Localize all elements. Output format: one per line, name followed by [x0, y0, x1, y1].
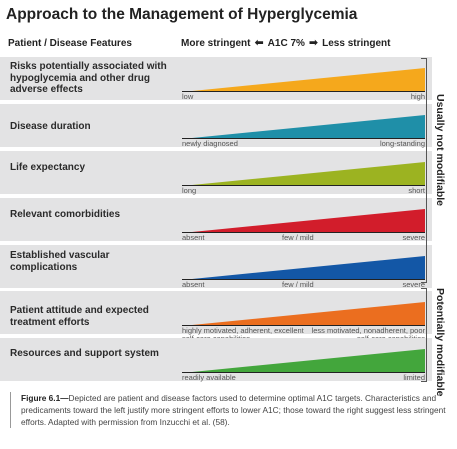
wedge-shape: [182, 349, 425, 373]
feature-row: Life expectancy long short: [0, 151, 432, 194]
wedge-shape: [182, 209, 425, 233]
wedge-left-label: low: [182, 92, 194, 101]
wedge-right-label: short: [408, 186, 425, 195]
header-a1c: A1C 7%: [267, 38, 305, 49]
feature-row: Patient attitude and expected treatment …: [0, 291, 432, 342]
feature-row: Risks potentially associated with hypogl…: [0, 57, 432, 100]
feature-row: Disease duration newly diagnosed long-stan…: [0, 104, 432, 147]
feature-row: Resources and support system readily avai…: [0, 338, 432, 381]
header-more-stringent: More stringent: [181, 38, 251, 49]
wedge-left-label: long: [182, 186, 197, 195]
wedge-shape: [182, 302, 425, 326]
gradient-wedge: [182, 349, 425, 373]
feature-row: Relevant comorbidities absent few / mild se…: [0, 198, 432, 241]
row-label: Risks potentially associated with hypogl…: [10, 61, 167, 95]
arrow-left-icon: ⬅: [254, 37, 264, 49]
header-features: Patient / Disease Features: [8, 38, 132, 49]
gradient-wedge: [182, 115, 425, 139]
row-label: Established vascular complications: [10, 250, 110, 273]
gradient-wedge: [182, 68, 425, 92]
wedge-right-label: severe: [402, 280, 425, 289]
row-label: Resources and support system: [10, 348, 159, 359]
gradient-wedge: [182, 162, 425, 186]
wedge-left-label: absent: [182, 280, 205, 289]
row-label: Life expectancy: [10, 162, 86, 173]
gradient-wedge: [182, 302, 425, 326]
header-less-stringent: Less stringent: [322, 38, 391, 49]
wedge-right-label: high: [410, 92, 425, 101]
caption-prefix: Figure 6.1—: [21, 393, 69, 403]
gradient-wedge: [182, 209, 425, 233]
wedge-left-label: absent: [182, 233, 205, 242]
bracket-bottom: [426, 288, 427, 382]
bracket-top: [426, 58, 427, 283]
arrow-right-icon: ➡: [308, 37, 319, 49]
wedge-shape: [182, 162, 425, 186]
wedge-mid-label: few / mild: [282, 280, 314, 289]
side-label-potentially-modifiable: Potentially modifiable: [434, 288, 446, 397]
row-label: Disease duration: [10, 121, 91, 132]
wedge-left-label: readily available: [182, 373, 236, 382]
side-label-usually-not-modifiable: Usually not modifiable: [434, 94, 446, 207]
header-a1c-scale: More stringent ⬅ A1C 7% ➡ Less stringent: [181, 37, 391, 50]
wedge-shape: [182, 256, 425, 280]
row-label: Relevant comorbidities: [10, 209, 121, 220]
wedge-shape: [182, 68, 425, 92]
wedge-left-label: newly diagnosed: [182, 139, 238, 148]
row-label: Patient attitude and expected treatment …: [10, 305, 149, 328]
wedge-right-label: severe: [402, 233, 425, 242]
wedge-mid-label: few / mild: [282, 233, 314, 242]
wedge-shape: [182, 115, 425, 139]
gradient-wedge: [182, 256, 425, 280]
wedge-right-label: long-standing: [379, 139, 425, 148]
figure-caption: Figure 6.1—Depicted are patient and dise…: [10, 392, 457, 429]
caption-text: Depicted are patient and disease factors…: [21, 393, 446, 428]
chart-title: Approach to the Management of Hyperglyce…: [6, 6, 358, 23]
wedge-right-label: limited: [403, 373, 425, 382]
feature-row: Established vascular complications absent…: [0, 245, 432, 288]
